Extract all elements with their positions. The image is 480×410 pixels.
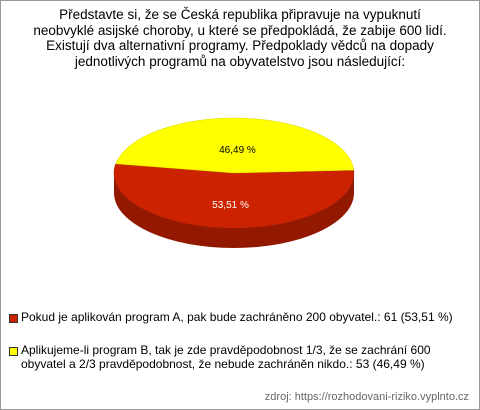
legend-label: Pokud je aplikován program A, pak bude z… [21, 310, 453, 324]
value-label: 53,51 % [212, 200, 249, 211]
legend-swatch [9, 347, 18, 356]
legend-entry: Aplikujeme-li program B, tak je zde prav… [9, 343, 471, 371]
pie: 53,51 % 46,49 % [113, 117, 355, 248]
title-line: Představte si, že se Česká republika při… [59, 7, 421, 22]
title-line: neobvyklé asijské choroby, u které se př… [33, 22, 447, 38]
slice [113, 163, 355, 229]
slice-side [114, 173, 354, 248]
source: zdroj: https://rozhodovani-riziko.vyplnt… [264, 391, 469, 403]
title-line: Existují dva alternativní programy. Před… [46, 38, 434, 53]
legend-entry: Pokud je aplikován program A, pak bude z… [9, 310, 471, 325]
legend-label: Aplikujeme-li program B, tak je zde prav… [21, 343, 431, 371]
value-label: 46,49 % [219, 145, 256, 156]
legend-swatch [9, 314, 18, 323]
chart-title: Představte si, že se Česká republika při… [1, 7, 479, 69]
title-line: jednotlivých programů na obyvatelstvo js… [74, 53, 406, 69]
slice [115, 117, 355, 174]
